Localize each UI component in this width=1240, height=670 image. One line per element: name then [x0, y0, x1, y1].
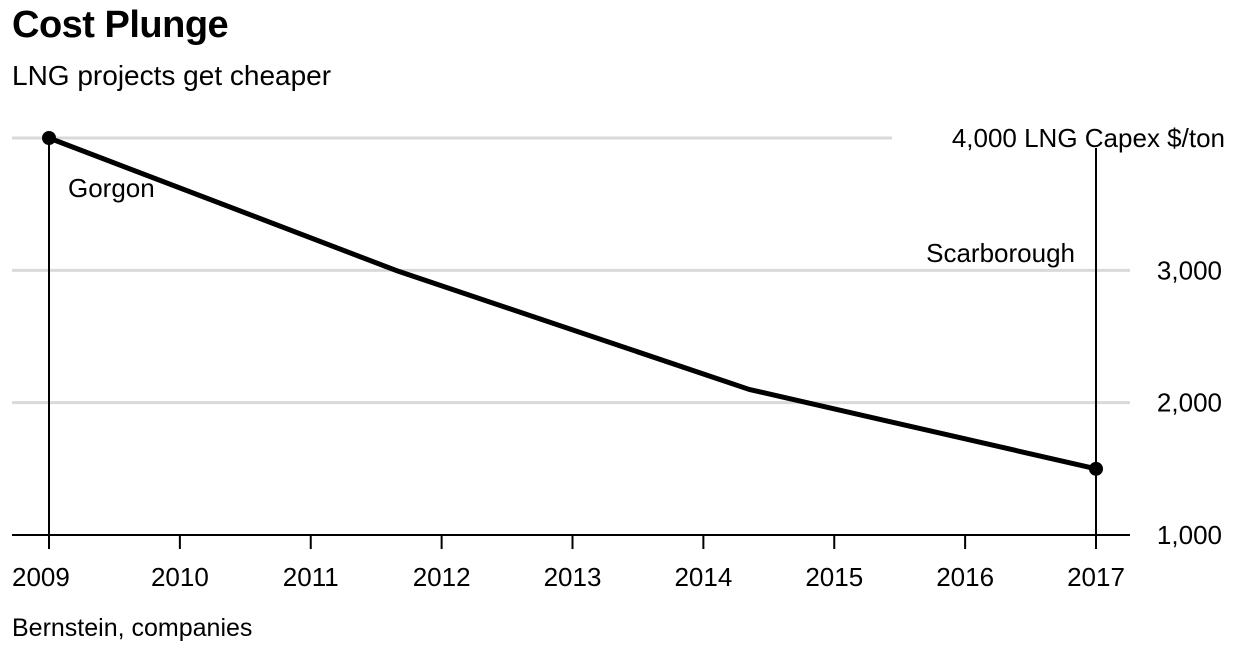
x-tick-label-2016: 2016	[936, 562, 994, 592]
x-tick-label-2013: 2013	[544, 562, 602, 592]
axes	[12, 138, 1130, 549]
annotation-gorgon: Gorgon	[68, 173, 155, 203]
series-capex	[42, 131, 1103, 476]
chart-title: Cost Plunge	[12, 4, 229, 46]
point-gorgon	[42, 131, 56, 145]
chart-subtitle: LNG projects get cheaper	[12, 60, 332, 91]
y-tick-label-3000: 3,000	[1157, 255, 1222, 285]
annotation-scarborough: Scarborough	[926, 238, 1075, 268]
x-tick-label-2009: 2009	[12, 562, 70, 592]
y-tick-label-1000: 1,000	[1157, 520, 1222, 550]
x-tick-label-2012: 2012	[413, 562, 471, 592]
x-tick-label-2014: 2014	[674, 562, 732, 592]
x-tick-label-2015: 2015	[805, 562, 863, 592]
point-scarborough	[1089, 461, 1103, 476]
y-top-label: 4,000 LNG Capex $/ton	[952, 123, 1225, 153]
x-tick-label-2017: 2017	[1067, 562, 1125, 592]
capex-line	[48, 135, 1097, 472]
tick-labels: 2009 2010 2011 2012 2013 2014 2015 2016 2017 1,00…	[12, 123, 1225, 592]
source-note: Bernstein, companies	[12, 614, 253, 642]
x-tick-label-2010: 2010	[151, 562, 209, 592]
gridlines	[12, 136, 1130, 405]
y-tick-label-2000: 2,000	[1157, 388, 1222, 418]
x-tick-label-2011: 2011	[283, 562, 339, 592]
